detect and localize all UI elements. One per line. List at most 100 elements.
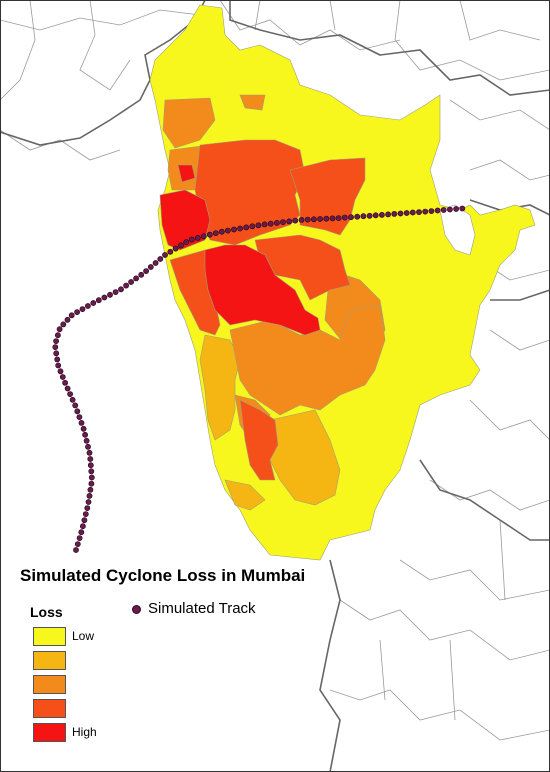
legend-swatch-3 — [33, 675, 66, 694]
legend-swatch-4 — [33, 699, 66, 718]
track-point — [87, 462, 94, 469]
track-point — [372, 212, 379, 219]
track-point — [147, 264, 154, 270]
track-point — [64, 316, 71, 323]
track-point — [200, 233, 207, 240]
track-point — [224, 227, 231, 234]
track-point — [56, 326, 63, 333]
track-point — [67, 391, 73, 397]
track-point — [422, 208, 429, 215]
track-point — [68, 312, 75, 319]
track-point — [453, 206, 459, 212]
track-point — [52, 344, 59, 350]
legend-swatch-2 — [33, 651, 66, 670]
legend-heading: Loss — [30, 604, 63, 620]
track-point — [78, 419, 85, 426]
track-point — [403, 210, 410, 216]
track-point — [82, 511, 89, 517]
track-point — [366, 212, 373, 219]
track-point — [84, 505, 91, 511]
track-point — [255, 222, 262, 229]
track-point — [95, 297, 102, 304]
track-point — [273, 219, 280, 226]
track-point — [88, 480, 95, 487]
track-point — [72, 402, 79, 409]
track-point — [212, 230, 219, 236]
track-point — [112, 289, 119, 295]
track-point — [292, 217, 299, 224]
track-legend-label: Simulated Track — [148, 600, 256, 617]
track-point — [133, 275, 139, 282]
track-point — [53, 350, 60, 357]
loss-districts — [149, 4, 536, 561]
track-point — [178, 242, 184, 249]
track-point — [62, 379, 68, 386]
track-point — [304, 216, 311, 223]
track-point — [60, 321, 67, 328]
track-point — [391, 210, 398, 217]
track-point — [118, 286, 124, 293]
map-title: Simulated Cyclone Loss in Mumbai — [20, 566, 306, 585]
track-point — [138, 271, 145, 278]
track-point — [323, 215, 330, 222]
track-point — [298, 216, 305, 223]
track-point — [397, 210, 404, 217]
track-point — [90, 300, 97, 306]
track-point — [206, 231, 213, 238]
track-point — [82, 431, 88, 438]
track-point — [88, 474, 95, 481]
track-point — [53, 338, 59, 344]
track-point — [86, 449, 93, 456]
track-point — [78, 529, 85, 536]
track-point — [86, 492, 93, 499]
track-point — [428, 208, 435, 214]
track-point — [54, 356, 61, 363]
track-point — [87, 486, 94, 493]
track-point — [329, 215, 336, 222]
track-point — [378, 211, 385, 218]
track-point — [73, 547, 79, 553]
track-point — [101, 294, 108, 301]
track-point — [167, 248, 174, 255]
track-point — [286, 218, 293, 225]
simulated-track — [52, 205, 466, 553]
track-point — [194, 234, 201, 241]
legend-label-low: Low — [72, 629, 95, 643]
track-point — [64, 385, 71, 392]
track-point — [107, 291, 113, 298]
track-point — [143, 268, 149, 274]
track-point — [85, 303, 91, 309]
track-point — [385, 211, 391, 218]
track-point — [172, 245, 179, 252]
track-point — [280, 219, 286, 225]
track-point — [80, 425, 87, 432]
track-legend-dot-icon — [132, 605, 141, 614]
track-point — [183, 239, 190, 246]
track-point — [341, 214, 348, 221]
track-point — [348, 214, 354, 221]
track-point — [237, 225, 243, 232]
track-point — [231, 226, 237, 233]
track-point — [74, 408, 81, 415]
track-point — [434, 207, 441, 214]
track-point — [188, 236, 195, 243]
track-point — [57, 368, 64, 375]
track-point — [79, 306, 86, 312]
track-point — [243, 224, 250, 231]
track-point — [55, 332, 61, 339]
track-point — [459, 205, 466, 212]
track-point — [152, 260, 159, 266]
track-point — [267, 220, 274, 227]
track-point — [85, 443, 91, 450]
track-point — [218, 228, 225, 235]
track-point — [88, 468, 95, 475]
track-point — [80, 523, 86, 530]
legend-label-high: High — [72, 725, 97, 739]
track-point — [74, 309, 80, 315]
track-point — [310, 216, 317, 223]
track-point — [76, 414, 83, 420]
track-point — [157, 256, 164, 262]
track-point — [446, 206, 453, 213]
